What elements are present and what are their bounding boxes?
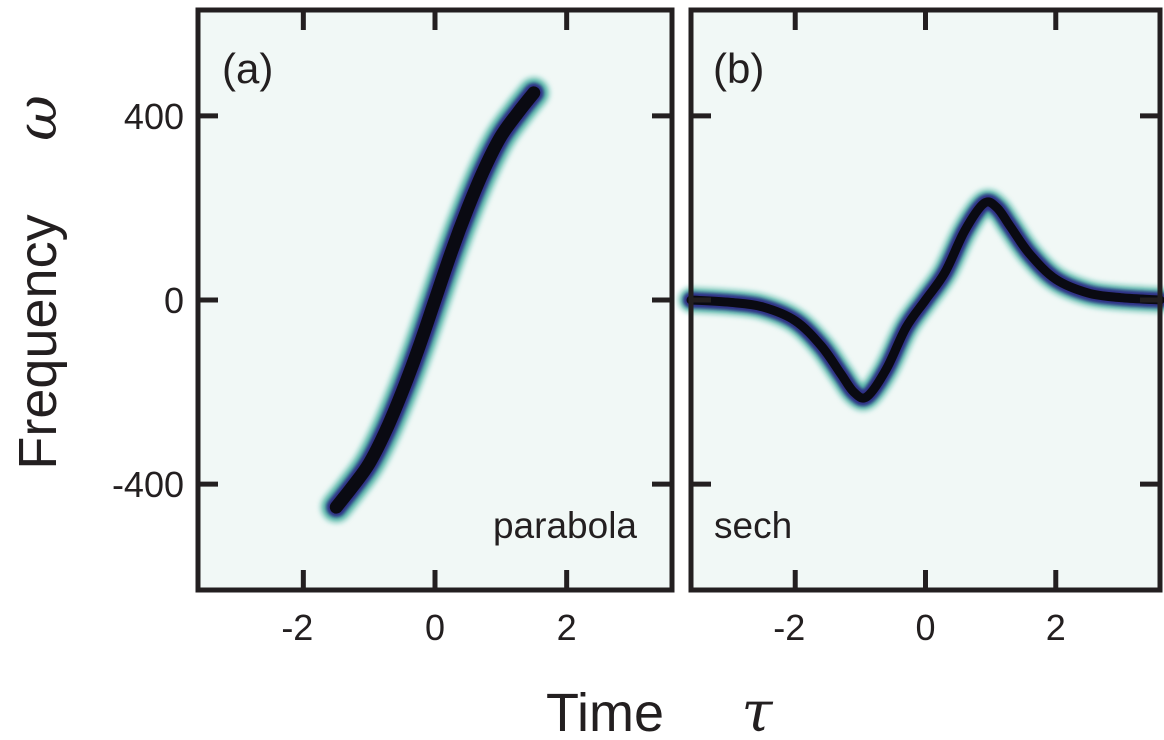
x-tick-label: 0: [425, 607, 445, 648]
panel-label-a: (a): [222, 45, 273, 92]
x-tick-label: 0: [915, 607, 935, 648]
panel-b: (b) sech: [679, 7, 1164, 593]
y-tick-label: 400: [124, 96, 184, 137]
y-tick-label: -400: [112, 464, 184, 505]
x-axis-label: Time: [546, 683, 664, 740]
x-tick-label: 2: [1046, 607, 1066, 648]
curve-a: [321, 77, 549, 523]
y-tick-labels: -400 0 400: [112, 96, 184, 505]
x-tick-label: -2: [773, 607, 805, 648]
y-axis-symbol: ω: [5, 95, 70, 141]
x-axis-symbol: τ: [742, 680, 774, 740]
annotation-a: parabola: [493, 505, 637, 546]
annotation-b: sech: [714, 505, 792, 546]
ticks-a: [198, 10, 672, 590]
panel-a: (a) parabola: [195, 7, 675, 593]
curve-a-core-line: [329, 86, 541, 514]
y-axis-label: Frequency: [8, 214, 68, 469]
x-tick-label: 2: [557, 607, 577, 648]
curve-b-core-line: [686, 197, 1164, 403]
ticks-b: [691, 10, 1160, 590]
x-tick-labels: -2 0 2 -2 0 2: [281, 607, 1065, 648]
panel-label-b: (b): [713, 45, 764, 92]
curve-b: [679, 189, 1164, 411]
x-tick-label: -2: [281, 607, 313, 648]
y-tick-label: 0: [164, 280, 184, 321]
